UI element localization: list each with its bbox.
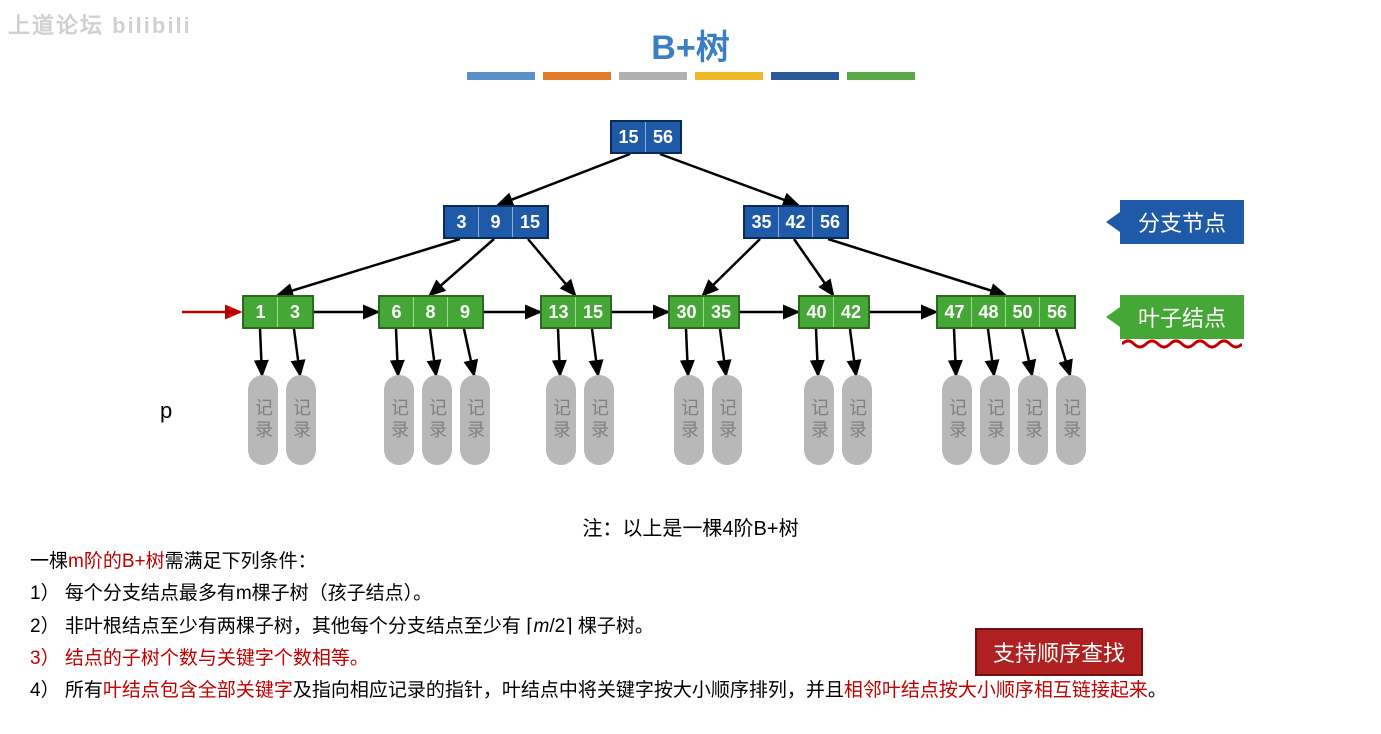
record-block: 记录 <box>980 375 1010 465</box>
record-block: 记录 <box>1018 375 1048 465</box>
leaf-node: 689 <box>378 295 484 329</box>
node-key: 56 <box>813 207 847 237</box>
record-block: 记录 <box>546 375 576 465</box>
underline-segment <box>847 72 915 80</box>
branch-node: 3915 <box>443 205 549 239</box>
branch-node: 1556 <box>610 120 682 154</box>
node-key: 56 <box>646 122 680 152</box>
node-key: 30 <box>670 297 704 327</box>
leaf-node: 3035 <box>668 295 740 329</box>
record-block: 记录 <box>384 375 414 465</box>
node-key: 13 <box>542 297 576 327</box>
record-block: 记录 <box>842 375 872 465</box>
condition-item: 1） 每个分支结点最多有m棵子树（孩子结点）。 <box>30 578 1167 610</box>
record-block: 记录 <box>286 375 316 465</box>
record-block: 记录 <box>804 375 834 465</box>
title-underline <box>467 72 915 80</box>
diagram-caption: 注：以上是一棵4阶B+树 <box>0 512 1381 541</box>
conditions-intro: 一棵m阶的B+树需满足下列条件： <box>30 546 1167 578</box>
record-block: 记录 <box>674 375 704 465</box>
node-key: 42 <box>834 297 868 327</box>
underline-segment <box>695 72 763 80</box>
node-key: 40 <box>800 297 834 327</box>
node-key: 42 <box>779 207 813 237</box>
node-key: 15 <box>513 207 547 237</box>
page-title: B+树 <box>0 20 1381 69</box>
record-block: 记录 <box>1056 375 1086 465</box>
underline-segment <box>771 72 839 80</box>
node-key: 1 <box>244 297 278 327</box>
record-block: 记录 <box>460 375 490 465</box>
leaf-node: 47485056 <box>936 295 1076 329</box>
record-block: 记录 <box>422 375 452 465</box>
node-key: 6 <box>380 297 414 327</box>
conditions-list: 一棵m阶的B+树需满足下列条件： 1） 每个分支结点最多有m棵子树（孩子结点）。… <box>30 546 1167 707</box>
pointer-p-label: p <box>160 398 172 424</box>
underline-segment <box>467 72 535 80</box>
tag-leaf-node: 叶子结点 <box>1120 295 1244 339</box>
record-block: 记录 <box>248 375 278 465</box>
node-key: 3 <box>278 297 312 327</box>
record-block: 记录 <box>712 375 742 465</box>
node-key: 47 <box>938 297 972 327</box>
node-key: 9 <box>479 207 513 237</box>
node-key: 15 <box>612 122 646 152</box>
node-key: 3 <box>445 207 479 237</box>
branch-node: 354256 <box>743 205 849 239</box>
record-block: 记录 <box>584 375 614 465</box>
squiggle-underline <box>1122 338 1242 350</box>
node-key: 8 <box>414 297 448 327</box>
callout-sequential-search: 支持顺序查找 <box>975 628 1143 676</box>
node-key: 56 <box>1040 297 1074 327</box>
node-key: 15 <box>576 297 610 327</box>
leaf-node: 13 <box>242 295 314 329</box>
title-text: B+树 <box>651 29 729 67</box>
leaf-node: 1315 <box>540 295 612 329</box>
node-key: 9 <box>448 297 482 327</box>
condition-item: 4） 所有叶结点包含全部关键字及指向相应记录的指针，叶结点中将关键字按大小顺序排… <box>30 675 1167 707</box>
record-block: 记录 <box>942 375 972 465</box>
leaf-node: 4042 <box>798 295 870 329</box>
node-key: 48 <box>972 297 1006 327</box>
node-key: 35 <box>704 297 738 327</box>
node-key: 35 <box>745 207 779 237</box>
underline-segment <box>543 72 611 80</box>
underline-segment <box>619 72 687 80</box>
node-key: 50 <box>1006 297 1040 327</box>
tag-branch-node: 分支节点 <box>1120 200 1244 244</box>
